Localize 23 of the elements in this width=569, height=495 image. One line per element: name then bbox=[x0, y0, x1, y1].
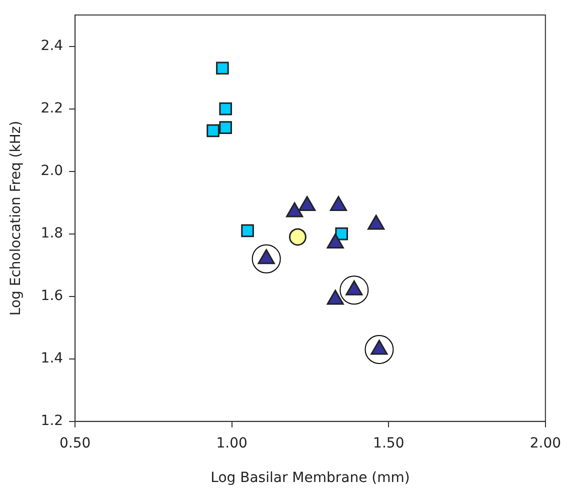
y-axis-title: Log Echolocation Freq (kHz) bbox=[8, 120, 24, 316]
y-tick-label: 1.6 bbox=[40, 288, 64, 304]
point bbox=[326, 290, 344, 305]
x-axis-title: Log Basilar Membrane (mm) bbox=[210, 470, 410, 486]
point bbox=[219, 102, 232, 116]
y-tick-label: 2.0 bbox=[40, 162, 64, 179]
point bbox=[219, 121, 232, 134]
point bbox=[298, 196, 316, 211]
x-tick-label: 1.00 bbox=[216, 435, 248, 452]
point bbox=[286, 202, 304, 218]
point bbox=[326, 233, 344, 248]
point bbox=[330, 196, 348, 211]
point bbox=[216, 62, 229, 75]
x-tick-label: 0.50 bbox=[59, 435, 91, 452]
x-tick-label: 1.50 bbox=[373, 435, 404, 452]
y-tick-label: 2.4 bbox=[40, 38, 64, 54]
y-tick-label: 1.4 bbox=[40, 350, 64, 367]
point bbox=[368, 214, 385, 230]
y-tick-label: 2.2 bbox=[40, 100, 64, 116]
x-tick-label: 2.00 bbox=[530, 435, 561, 452]
y-tick-label: 1.2 bbox=[40, 413, 64, 430]
y-tick-label: 1.8 bbox=[40, 225, 64, 242]
point bbox=[206, 124, 220, 138]
